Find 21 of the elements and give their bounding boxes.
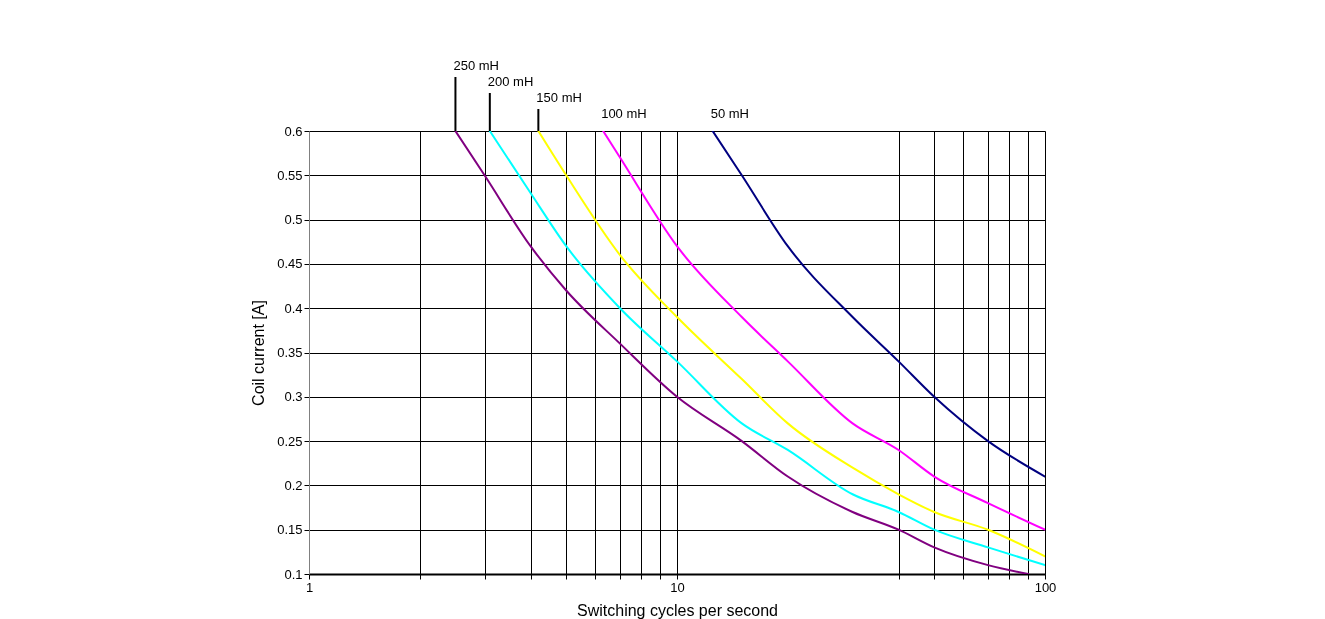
text: 150 mH bbox=[536, 90, 582, 105]
y-tick-label: 0.15 bbox=[277, 522, 303, 538]
x-axis-title: Switching cycles per second bbox=[577, 601, 778, 619]
y-tick-label: 0.45 bbox=[277, 256, 303, 272]
text: 200 mH bbox=[487, 74, 534, 89]
y-tick-label: 0.1 bbox=[284, 566, 303, 582]
y-tick-label: 0.6 bbox=[284, 123, 303, 139]
x-tick-label: 1 bbox=[305, 579, 314, 595]
y-tick-label: 0.35 bbox=[277, 345, 303, 360]
text: 250 mH bbox=[453, 58, 499, 73]
series-label: 100 mH bbox=[601, 106, 647, 121]
y-tick-label: 0.4 bbox=[284, 300, 303, 316]
x-tick-label: 100 bbox=[1034, 579, 1057, 595]
y-tick-label: 0.5 bbox=[284, 212, 303, 228]
y-tick-label: 0.55 bbox=[277, 167, 303, 183]
y-tick-label: 0.25 bbox=[277, 433, 303, 449]
x-tick-label: 10 bbox=[670, 579, 685, 595]
series-label: 50 mH bbox=[710, 106, 749, 121]
y-axis-title: Coil current [A] bbox=[250, 300, 268, 406]
y-tick-label: 0.2 bbox=[284, 477, 303, 493]
y-tick-label: 0.3 bbox=[284, 389, 303, 405]
